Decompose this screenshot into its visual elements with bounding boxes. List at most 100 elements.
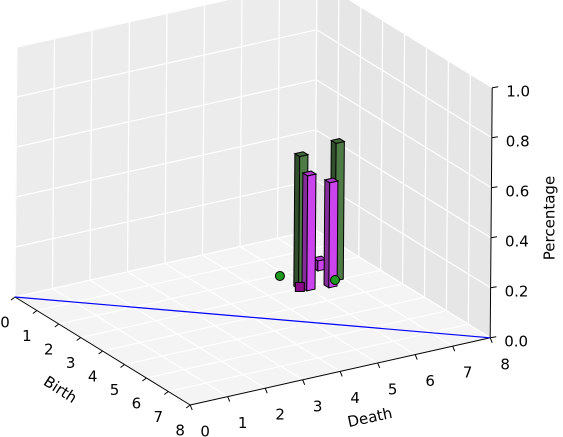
- bar-face: [323, 177, 340, 184]
- grid-line: [14, 229, 316, 298]
- z-tick: [490, 286, 497, 289]
- x-tick-label: 0: [0, 314, 10, 332]
- y-tick: [189, 404, 193, 411]
- grid-line: [423, 47, 428, 298]
- x-tick: [98, 350, 103, 355]
- bar-shade: [324, 177, 338, 183]
- x-tick: [185, 404, 191, 409]
- z-tick-label: 0.0: [504, 332, 528, 350]
- grid-line: [380, 20, 384, 271]
- y-tick-label: 8: [500, 355, 510, 373]
- y-tick: [264, 388, 268, 394]
- axis-line: [489, 87, 493, 338]
- y-tick: [339, 371, 343, 377]
- bar-shade: [302, 171, 316, 176]
- grid-line: [89, 30, 93, 281]
- bar-shade: [293, 153, 300, 290]
- bar-shade: [324, 179, 330, 288]
- point: [294, 281, 305, 292]
- y-tick-label: 7: [463, 364, 473, 382]
- grid-line: [201, 4, 206, 256]
- z-tick-label: 0.4: [505, 232, 529, 250]
- y-tick: [414, 354, 418, 360]
- z-axis-label: Percentage: [541, 176, 559, 260]
- bar-face: [329, 138, 346, 144]
- x-tick-label: 1: [22, 327, 32, 345]
- y-tick-label: 6: [425, 372, 435, 390]
- grid-line: [315, 79, 492, 189]
- y-tick: [452, 346, 456, 352]
- bar: [301, 170, 318, 292]
- grid-line: [276, 0, 281, 239]
- grid-line: [127, 271, 304, 381]
- z-tick: [491, 136, 498, 139]
- grid-line: [314, 229, 491, 339]
- grid-line: [239, 0, 243, 247]
- grid-line: [467, 74, 471, 325]
- y-tick-label: 3: [313, 397, 323, 415]
- y-tick: [302, 379, 306, 385]
- grid-line: [202, 254, 379, 364]
- grid-line: [15, 179, 316, 248]
- z-tick-label: 0.2: [505, 282, 529, 300]
- x-tick: [142, 377, 147, 382]
- x-tick: [76, 337, 81, 341]
- y-axis-label: Death: [346, 404, 394, 431]
- x-tick-label: 5: [110, 381, 120, 399]
- y-tick-label: 5: [388, 381, 398, 399]
- z-tick-label: 1.0: [506, 82, 530, 100]
- y-tick: [377, 362, 381, 369]
- x-tick: [120, 364, 125, 368]
- bar-face: [293, 151, 310, 158]
- grid-line: [445, 60, 449, 311]
- line: [14, 296, 491, 339]
- y-tick-label: 4: [350, 389, 360, 407]
- grid-line: [239, 246, 416, 356]
- grid-line: [316, 29, 493, 139]
- bar-shade: [331, 138, 345, 144]
- x-tick-label: 2: [44, 341, 54, 359]
- grid-line: [348, 0, 493, 89]
- bar-face: [306, 173, 317, 292]
- z-tick: [490, 236, 498, 239]
- x-tick: [164, 391, 169, 395]
- grid-line: [315, 179, 491, 289]
- grid-line: [15, 129, 316, 198]
- grid-line: [14, 46, 18, 298]
- bar-face: [328, 180, 339, 289]
- x-tick-label: 8: [175, 422, 185, 437]
- z-tick: [491, 186, 498, 189]
- x-tick-label: 7: [154, 408, 164, 426]
- point: [274, 270, 285, 281]
- x-tick: [54, 323, 60, 328]
- z-tick-label: 0.6: [505, 182, 529, 200]
- bar-shade: [301, 172, 308, 291]
- y-tick: [227, 396, 231, 402]
- grid-line: [16, 0, 230, 48]
- y-tick-label: 1: [238, 414, 248, 432]
- grid-line: [126, 21, 131, 272]
- grid-line: [164, 13, 168, 264]
- z-tick: [492, 86, 499, 89]
- y-tick-label: 0: [200, 423, 210, 437]
- x-tick: [32, 310, 38, 314]
- grid-line: [89, 279, 266, 389]
- z-tick-label: 0.8: [506, 132, 530, 150]
- grid-line: [358, 6, 362, 257]
- y-tick: [489, 337, 493, 343]
- grid-line: [315, 129, 492, 239]
- bar: [323, 177, 340, 289]
- grid-line: [16, 29, 317, 98]
- x-axis-label: Birth: [40, 372, 80, 407]
- x-tick-label: 4: [88, 368, 98, 386]
- grid-line: [16, 79, 317, 148]
- bar-shade: [313, 256, 327, 261]
- point: [330, 274, 341, 285]
- bar-shade: [294, 151, 308, 157]
- x-tick-label: 3: [66, 354, 76, 372]
- grid-line: [402, 33, 406, 284]
- bar-face: [301, 170, 318, 177]
- x-tick-label: 6: [132, 395, 142, 413]
- grid-line: [51, 38, 56, 289]
